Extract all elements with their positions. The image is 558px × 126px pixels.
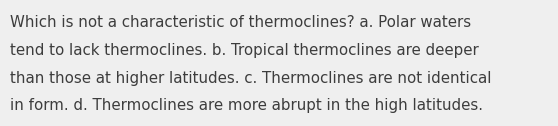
Text: in form. d. Thermoclines are more abrupt in the high latitudes.: in form. d. Thermoclines are more abrupt… <box>10 98 483 113</box>
Text: tend to lack thermoclines. b. Tropical thermoclines are deeper: tend to lack thermoclines. b. Tropical t… <box>10 43 479 58</box>
Text: Which is not a characteristic of thermoclines? a. Polar waters: Which is not a characteristic of thermoc… <box>10 15 471 30</box>
Text: than those at higher latitudes. c. Thermoclines are not identical: than those at higher latitudes. c. Therm… <box>10 71 492 86</box>
